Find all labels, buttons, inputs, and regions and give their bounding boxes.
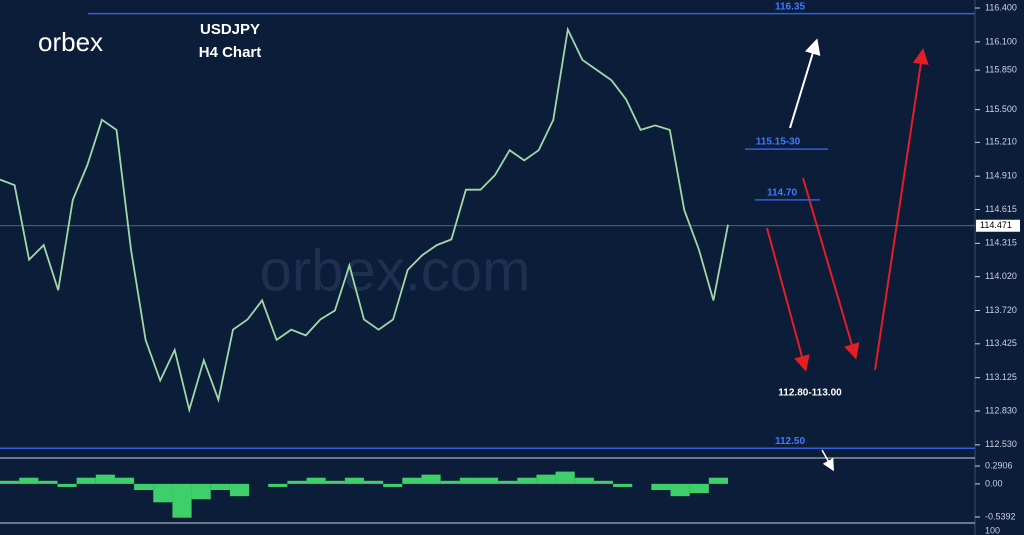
y-tick-label: 114.315 [985,238,1017,248]
osc-bar [459,477,479,484]
osc-bar [421,474,441,484]
osc-bar [114,477,135,484]
price-line [0,26,729,414]
osc-tick-label: -0.5392 [985,511,1016,521]
osc-bar [95,474,115,484]
y-tick-label: 114.615 [985,204,1017,214]
level-label: 114.70 [767,188,797,199]
osc-tick-label: 0.2906 [985,460,1013,470]
arrow [766,227,810,372]
osc-bar [364,480,384,484]
watermark: orbex.com [260,238,531,303]
osc-bar [325,480,345,484]
y-tick-label: 115.850 [985,64,1017,74]
osc-bar [229,483,250,497]
annotation: 112.80-113.00 [778,388,842,399]
level-label: 116.35 [775,1,805,12]
y-tick-label: 112.830 [985,405,1017,415]
osc-bar [19,477,39,484]
osc-bar [306,477,326,484]
y-tick-label: 116.100 [985,36,1017,46]
y-tick-label: 113.720 [985,305,1017,315]
osc-bar [191,483,211,500]
level-label: 112.50 [775,436,805,447]
osc-bar [210,483,230,491]
osc-tick-label: 0.00 [985,478,1003,488]
osc-footer-label: 100 [985,525,1000,535]
osc-bar [536,474,556,484]
osc-bar [593,480,614,484]
osc-bar [478,477,499,484]
osc-bar [555,471,575,484]
osc-bar [574,477,594,484]
osc-bar [517,477,537,484]
brand-logo: orbex [38,27,103,57]
osc-bar [57,483,77,487]
arrow [874,48,929,371]
osc-bar [172,483,192,518]
y-tick-label: 113.425 [985,338,1017,348]
y-tick-label: 114.020 [985,271,1017,281]
osc-bar [268,483,288,487]
last-price-box [976,219,1020,232]
osc-bar [344,477,364,484]
last-price-label: 114.471 [980,220,1012,230]
osc-bar [613,483,633,487]
chart-title: USDJPY [200,21,260,38]
osc-bar [689,483,709,494]
arrow [789,38,821,129]
osc-bar [498,480,518,484]
y-tick-label: 115.210 [985,137,1017,147]
osc-bar [287,480,307,484]
y-tick-label: 114.910 [985,171,1017,181]
arrow [802,177,860,360]
osc-bar [134,483,154,491]
osc-bar [76,477,96,484]
osc-bar [708,477,728,484]
osc-bar [0,480,20,484]
y-tick-label: 115.500 [985,104,1017,114]
y-tick-label: 113.125 [985,372,1017,382]
osc-bar [440,480,460,484]
osc-bar [670,483,690,497]
osc-bar [651,483,671,491]
arrow [821,449,834,472]
osc-bar [402,477,422,484]
osc-bar [383,483,403,487]
osc-bar [153,483,173,503]
chart-subtitle: H4 Chart [199,44,262,61]
level-label: 115.15-30 [756,137,801,148]
y-tick-label: 116.400 [985,2,1017,12]
y-tick-label: 112.530 [985,439,1017,449]
osc-bar [38,480,58,484]
